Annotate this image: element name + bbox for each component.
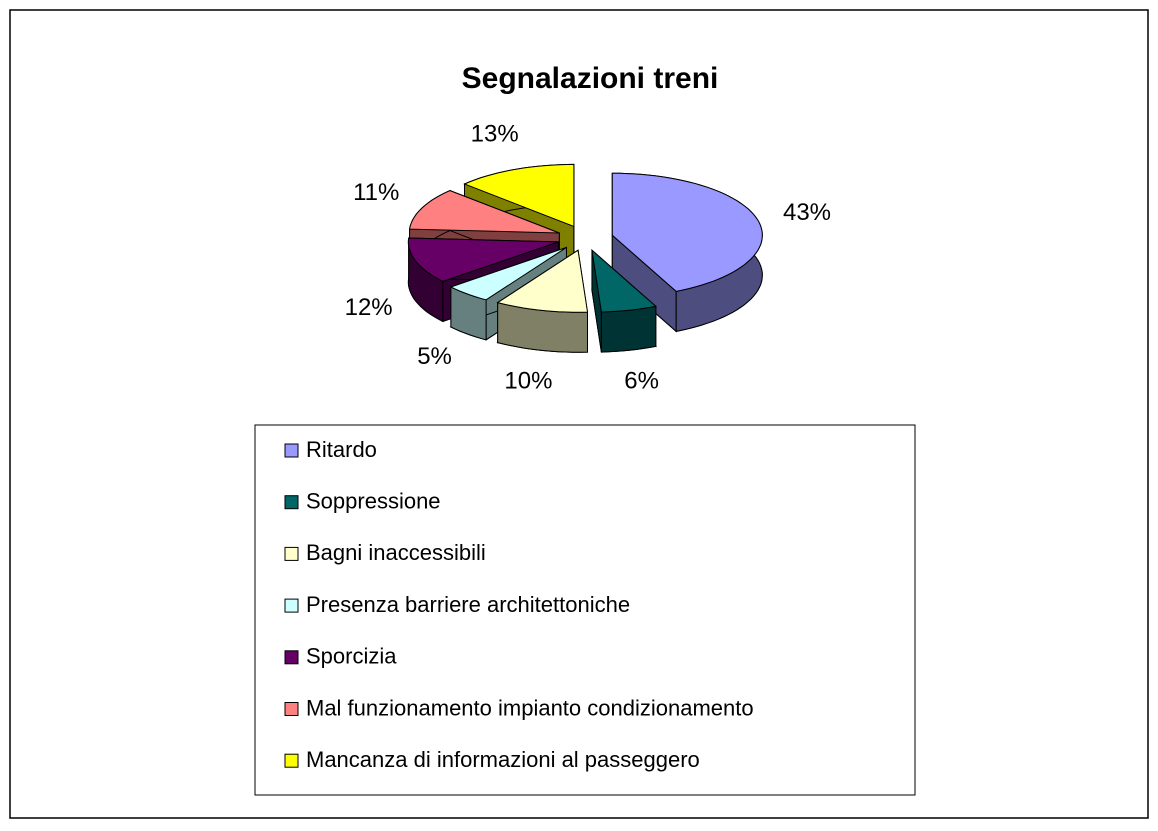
slice-top [407,237,559,282]
legend-label: Mal funzionamento impianto condizionamen… [306,695,754,720]
slice-top [611,172,763,292]
slice-top [496,249,589,313]
data-label: 13% [471,121,519,148]
legend-label: Sporcizia [306,644,397,669]
legend-swatch [284,598,299,613]
data-label: 5% [417,343,452,370]
chart-title: Segnalazioni treni [462,62,719,95]
legend-label: Mancanza di informazioni al passeggero [306,747,700,772]
pie-slice [591,248,657,353]
legend-swatch [284,546,299,561]
data-label: 6% [624,368,659,395]
legend-label: Ritardo [306,437,377,462]
pie-slice [496,249,589,353]
legend-swatch [284,753,299,768]
legend-label: Soppressione [306,489,441,514]
slice-top [408,190,560,234]
slice-top [591,248,657,313]
slice-outer-wall [600,305,657,353]
data-label: 11% [353,179,399,206]
legend-swatch [284,495,299,510]
data-label: 12% [345,294,393,321]
legend-label: Bagni inaccessibili [306,540,486,565]
slice-top [463,163,575,228]
data-label: 10% [504,368,552,395]
legend-swatch [284,443,299,458]
data-label: 43% [783,199,831,226]
slice-top [449,246,567,301]
legend-swatch [284,702,299,716]
legend-swatch [284,650,299,665]
legend-box [254,424,916,796]
legend-label: Presenza barriere architettoniche [306,592,630,617]
